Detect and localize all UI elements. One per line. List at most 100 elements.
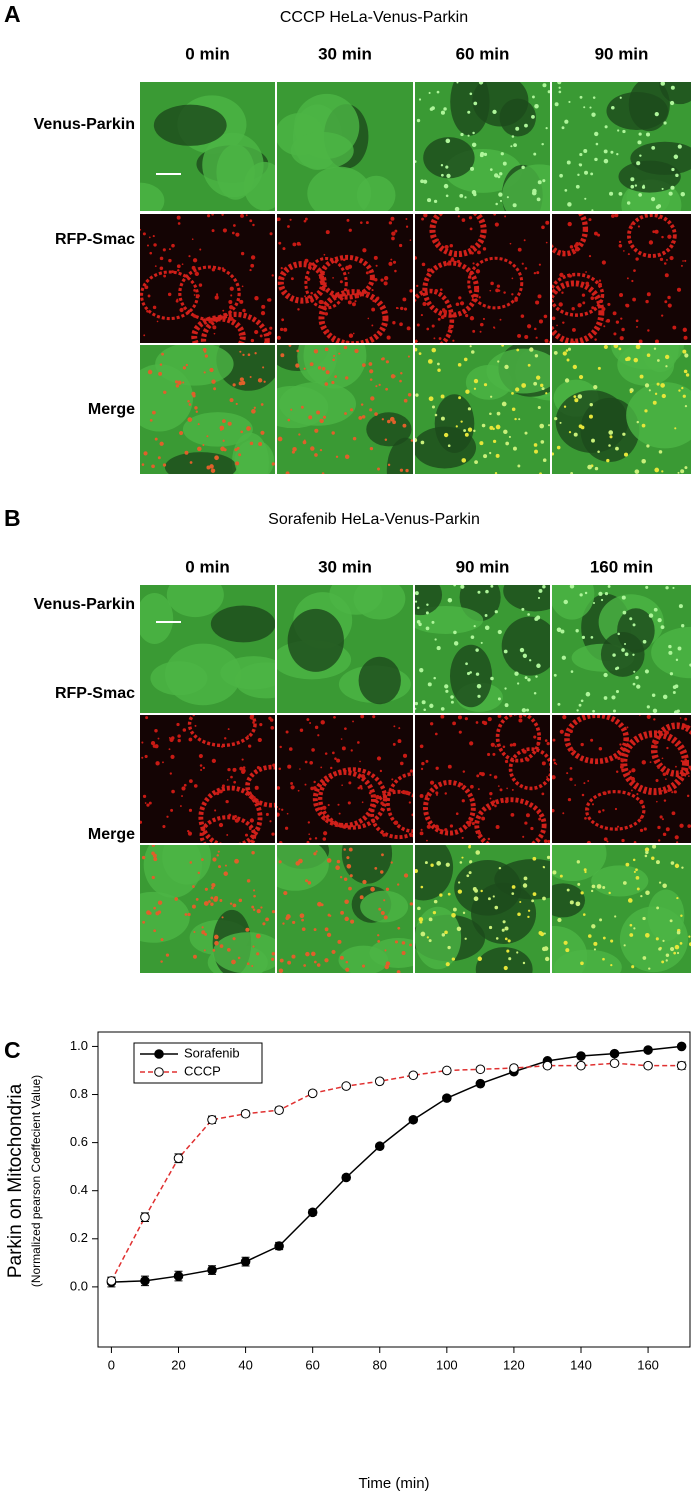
panel-title: CCCP HeLa-Venus-Parkin xyxy=(280,9,468,26)
speckle xyxy=(374,277,378,282)
speckle xyxy=(420,828,423,831)
x-tick-label: 160 xyxy=(637,1357,659,1372)
speckle xyxy=(600,598,604,602)
speckle xyxy=(260,310,266,316)
speckle xyxy=(207,214,211,218)
speckle xyxy=(591,924,596,929)
speckle xyxy=(661,393,666,399)
speckle xyxy=(594,157,598,162)
speckle xyxy=(248,744,252,748)
speckle xyxy=(344,727,347,731)
speckle xyxy=(409,239,412,241)
speckle xyxy=(665,778,667,780)
speckle xyxy=(461,799,465,803)
speckle xyxy=(253,889,256,892)
speckle xyxy=(240,251,245,256)
speckle xyxy=(522,883,528,888)
speckle xyxy=(238,381,243,386)
speckle xyxy=(641,423,646,428)
speckle xyxy=(556,445,561,450)
speckle xyxy=(204,354,209,358)
speckle xyxy=(402,753,408,758)
speckle xyxy=(654,229,659,234)
speckle xyxy=(529,659,532,662)
y-tick-label: 0.4 xyxy=(70,1182,88,1197)
speckle xyxy=(473,896,479,902)
speckle xyxy=(253,406,256,409)
speckle xyxy=(467,820,472,825)
speckle xyxy=(159,256,164,261)
speckle xyxy=(660,383,665,388)
speckle xyxy=(203,949,206,952)
speckle xyxy=(278,767,282,771)
speckle xyxy=(426,936,429,939)
speckle xyxy=(427,268,431,272)
speckle xyxy=(474,888,478,893)
data-point xyxy=(475,1064,486,1075)
data-point xyxy=(676,1060,687,1071)
speckle xyxy=(656,800,658,803)
speckle xyxy=(347,264,353,269)
speckle xyxy=(142,920,146,924)
speckle xyxy=(398,243,403,248)
speckle xyxy=(378,383,381,387)
speckle xyxy=(325,329,330,333)
speckle xyxy=(674,944,680,950)
speckle xyxy=(667,303,672,308)
speckle xyxy=(670,241,674,244)
speckle xyxy=(591,803,595,806)
speckle xyxy=(687,775,690,777)
speckle xyxy=(348,847,353,852)
speckle xyxy=(399,468,404,472)
speckle xyxy=(438,241,441,244)
speckle xyxy=(318,299,323,305)
speckle xyxy=(436,794,438,796)
speckle xyxy=(457,881,461,884)
speckle xyxy=(545,241,548,244)
speckle xyxy=(543,314,548,319)
panel-letter: C xyxy=(4,1037,21,1063)
speckle xyxy=(603,791,607,796)
speckle xyxy=(161,352,165,356)
mito-ring xyxy=(650,722,691,777)
speckle xyxy=(447,444,451,448)
speckle xyxy=(672,586,675,590)
speckle xyxy=(593,384,598,390)
speckle xyxy=(458,296,462,300)
speckle xyxy=(568,430,572,434)
speckle xyxy=(158,371,163,376)
cell xyxy=(366,412,412,447)
speckle xyxy=(611,695,616,700)
speckle xyxy=(668,650,673,655)
speckle xyxy=(265,812,269,816)
speckle xyxy=(591,884,596,889)
speckle xyxy=(405,468,409,473)
speckle xyxy=(313,349,319,354)
speckle xyxy=(235,402,238,406)
speckle xyxy=(554,416,558,421)
speckle xyxy=(196,294,200,298)
speckle xyxy=(281,318,285,322)
speckle xyxy=(174,380,179,384)
speckle xyxy=(502,745,506,749)
speckle xyxy=(623,944,626,947)
speckle xyxy=(546,776,548,778)
speckle xyxy=(654,112,659,117)
speckle xyxy=(653,718,656,721)
speckle xyxy=(148,236,151,239)
speckle xyxy=(470,251,474,255)
y-axis-sublabel: (Normalized pearson Coeffecient Value) xyxy=(29,1075,43,1287)
data-point xyxy=(140,1212,150,1222)
speckle xyxy=(317,901,322,907)
speckle xyxy=(431,324,435,328)
speckle xyxy=(477,590,481,594)
speckle xyxy=(497,715,502,719)
speckle xyxy=(229,316,234,321)
mito-ring xyxy=(552,214,589,257)
speckle xyxy=(648,613,654,618)
speckle xyxy=(375,385,378,388)
speckle xyxy=(591,113,596,117)
speckle xyxy=(679,823,684,828)
speckle xyxy=(260,906,263,909)
speckle xyxy=(277,217,281,221)
